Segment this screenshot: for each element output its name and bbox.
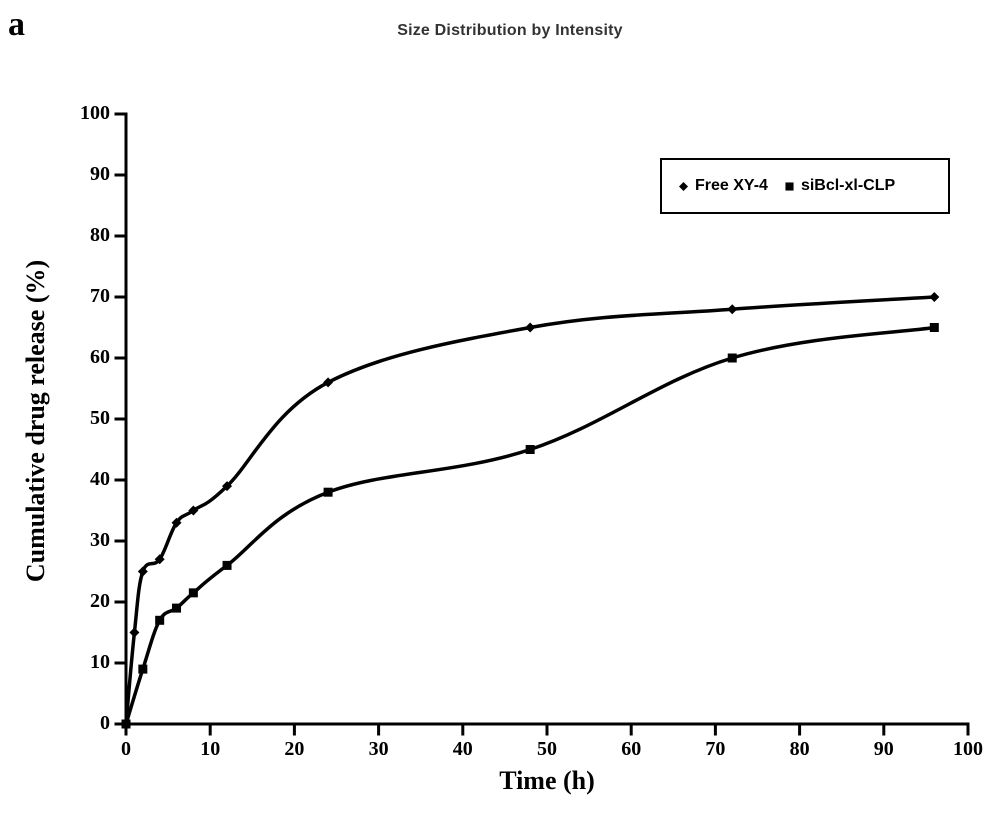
y-tick-label: 30 [60, 529, 110, 552]
x-tick-label: 10 [185, 738, 235, 761]
y-tick-label: 80 [60, 224, 110, 247]
top-title: Size Distribution by Intensity [380, 22, 640, 40]
x-tick-label: 50 [522, 738, 572, 761]
series-marker [223, 561, 232, 570]
figure-panel: { "panel_letter": "a", "panel_letter_fon… [0, 0, 1000, 822]
series-line [126, 297, 934, 724]
x-tick-label: 60 [606, 738, 656, 761]
x-tick-label: 70 [690, 738, 740, 761]
y-tick-label: 60 [60, 346, 110, 369]
series-marker [189, 588, 198, 597]
y-axis-label: Cumulative drug release (%) [21, 171, 51, 671]
series-line [126, 328, 934, 725]
panel-letter: a [8, 6, 25, 44]
legend-label: siBcl-xl-CLP [801, 177, 895, 195]
y-tick-label: 100 [60, 102, 110, 125]
series-marker [727, 304, 737, 314]
series-marker [324, 488, 333, 497]
x-tick-label: 20 [269, 738, 319, 761]
x-tick-label: 100 [943, 738, 993, 761]
x-tick-label: 90 [859, 738, 909, 761]
y-tick-label: 40 [60, 468, 110, 491]
legend-item: siBcl-xl-CLP [782, 177, 895, 195]
series-marker [122, 720, 131, 729]
square-icon [782, 179, 797, 194]
series-marker [172, 604, 181, 613]
y-tick-label: 50 [60, 407, 110, 430]
series-marker [525, 323, 535, 333]
legend-label: Free XY-4 [695, 177, 768, 195]
y-tick-label: 0 [60, 712, 110, 735]
y-tick-label: 20 [60, 590, 110, 613]
legend: Free XY-4 siBcl-xl-CLP [660, 158, 950, 214]
series-marker [129, 628, 139, 638]
series-marker [728, 354, 737, 363]
x-tick-label: 40 [438, 738, 488, 761]
series-marker [930, 323, 939, 332]
y-tick-label: 90 [60, 163, 110, 186]
x-tick-label: 80 [775, 738, 825, 761]
y-tick-label: 70 [60, 285, 110, 308]
series-marker [526, 445, 535, 454]
diamond-icon [676, 179, 691, 194]
x-tick-label: 30 [354, 738, 404, 761]
series-marker [138, 665, 147, 674]
y-tick-label: 10 [60, 651, 110, 674]
legend-item: Free XY-4 [676, 177, 768, 195]
series-marker [929, 292, 939, 302]
x-tick-label: 0 [101, 738, 151, 761]
x-axis-label: Time (h) [397, 766, 697, 796]
series-marker [155, 616, 164, 625]
